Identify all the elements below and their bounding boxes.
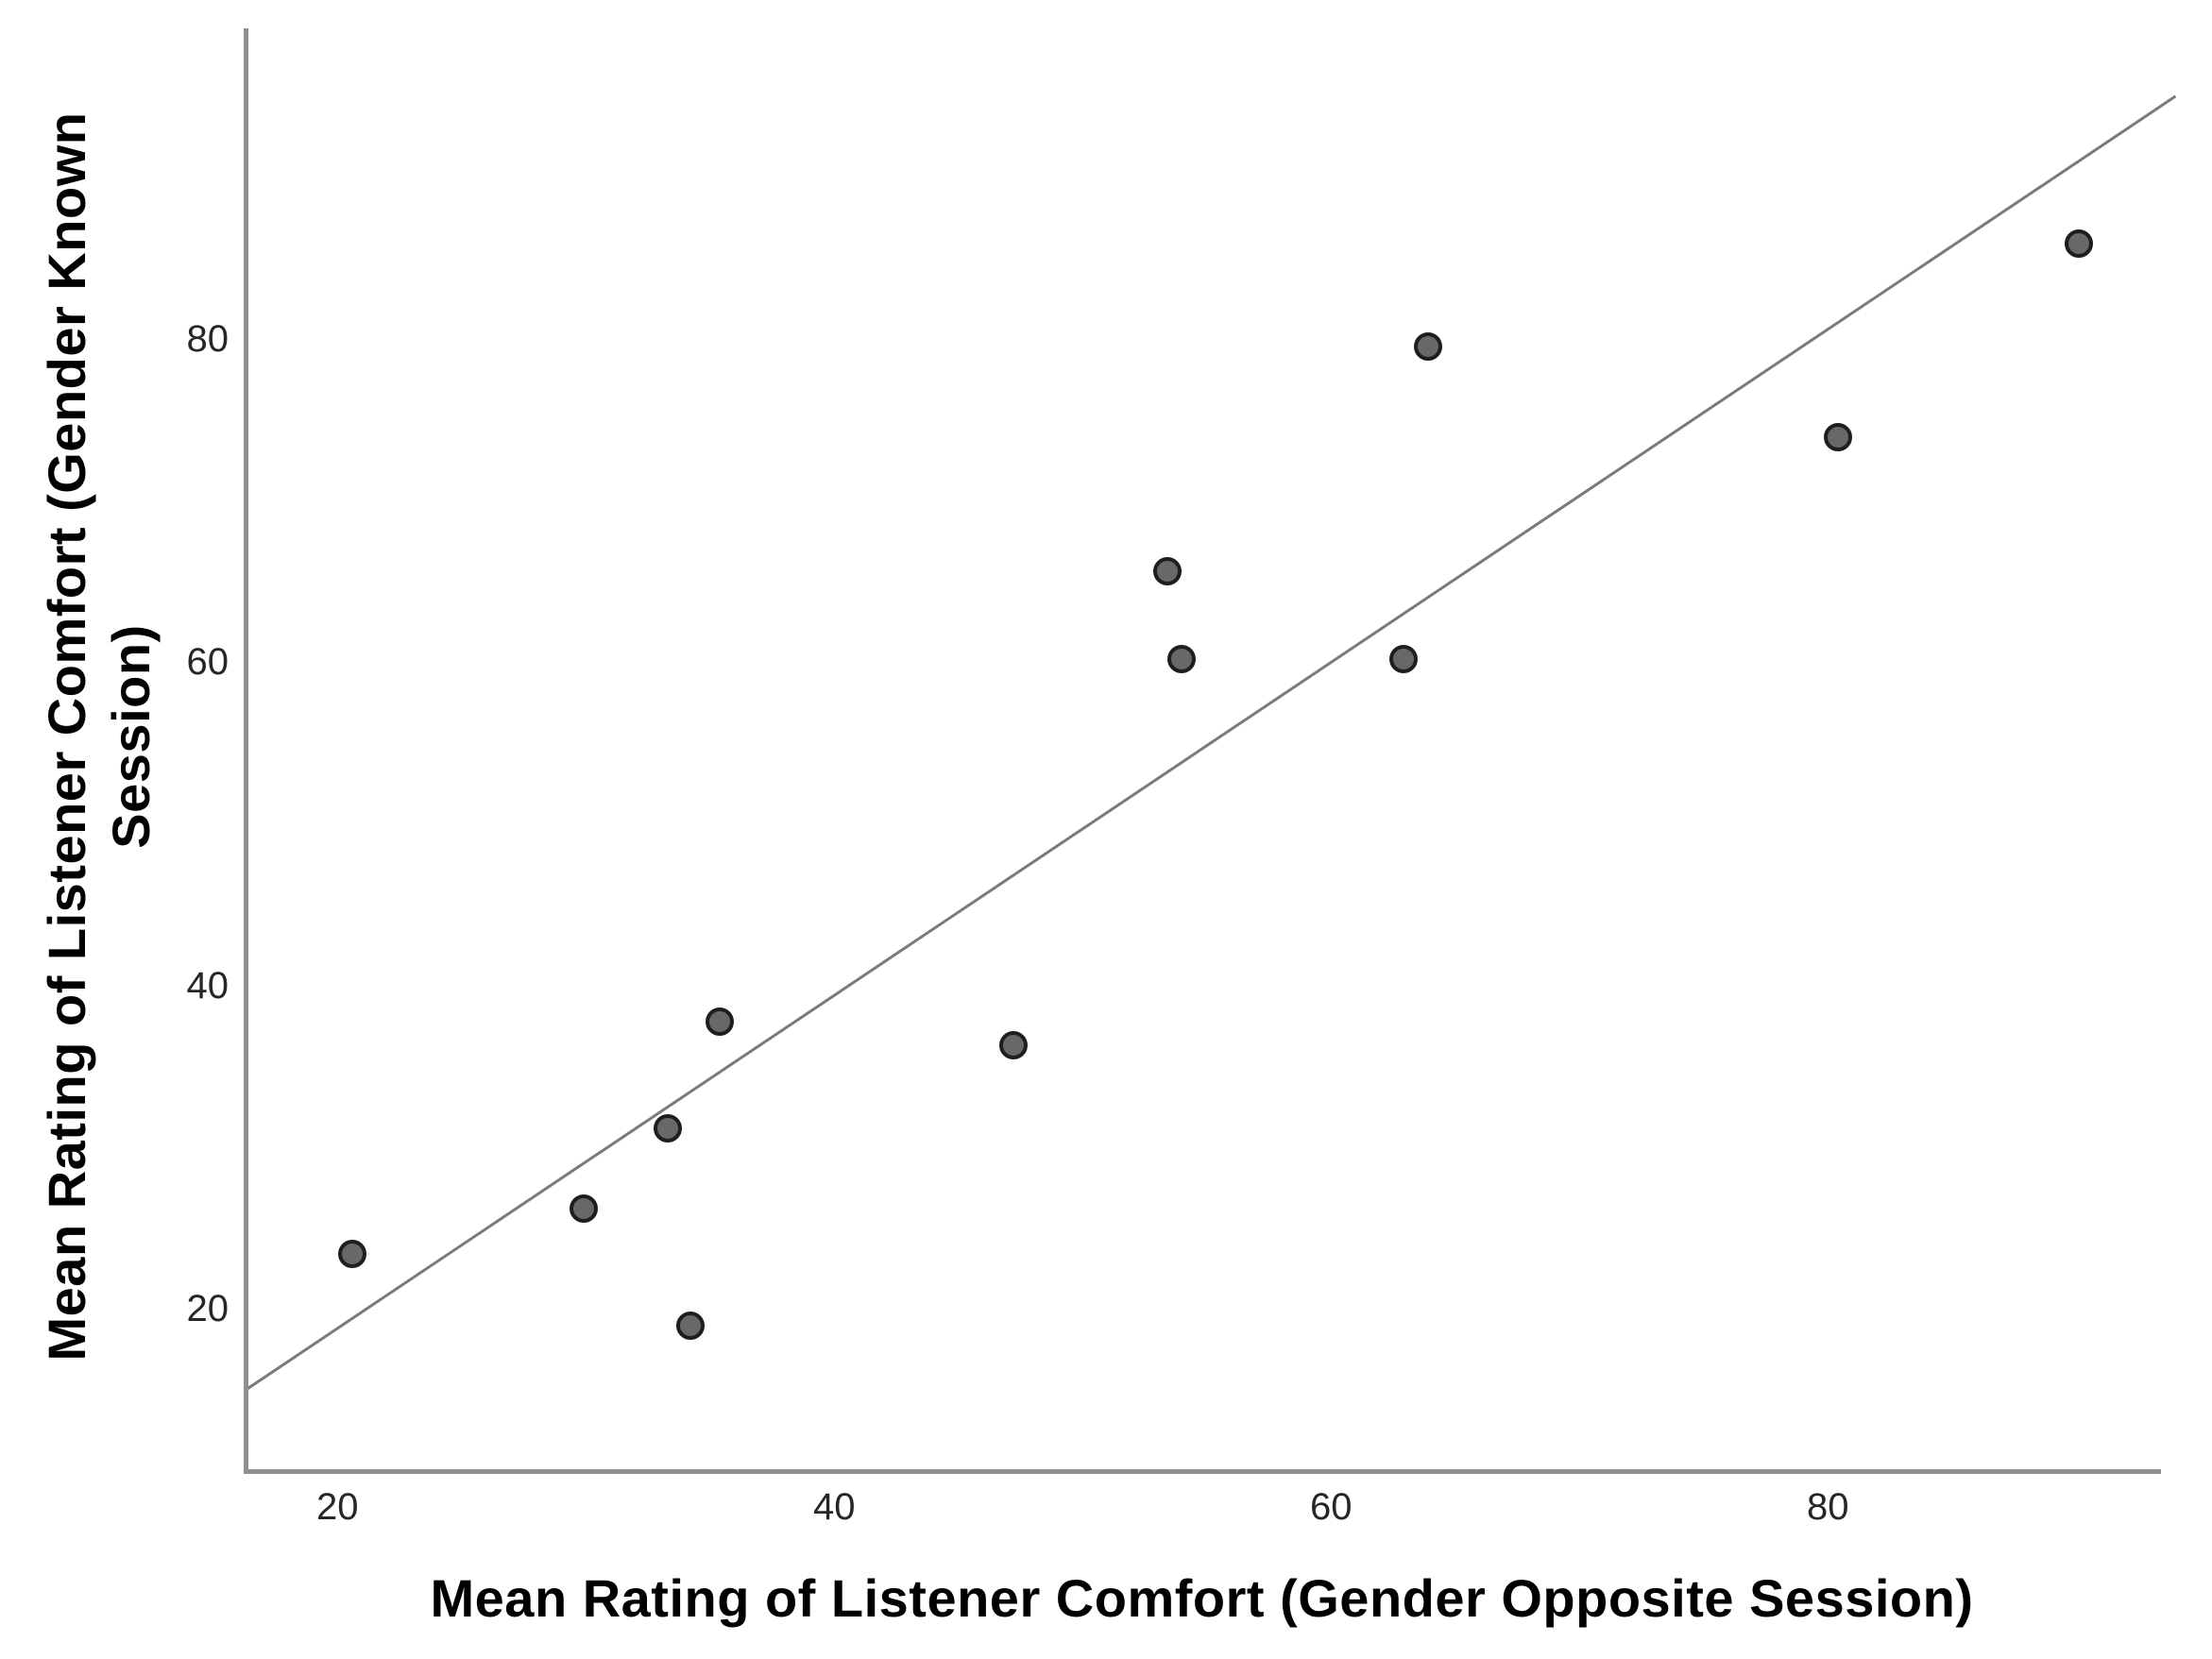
data-point — [706, 1007, 735, 1036]
y-tick-label: 80 — [186, 317, 230, 360]
data-point — [1167, 644, 1197, 673]
data-point — [338, 1240, 367, 1269]
y-axis-title: Mean Rating of Listener Comfort (Gender … — [35, 112, 163, 1362]
x-axis-line — [244, 1469, 2161, 1474]
y-tick-label: 20 — [186, 1288, 230, 1330]
fit-line — [245, 94, 2177, 1392]
data-point — [675, 1311, 705, 1340]
x-tick-label: 40 — [813, 1486, 856, 1528]
x-tick-label: 20 — [316, 1486, 359, 1528]
x-tick-label: 60 — [1310, 1486, 1353, 1528]
data-point — [654, 1113, 683, 1143]
y-axis-title-line1: Mean Rating of Listener Comfort (Gender … — [37, 111, 96, 1362]
data-point — [2064, 229, 2093, 258]
data-point — [1152, 557, 1182, 586]
y-axis-line — [244, 28, 248, 1474]
y-tick-label: 40 — [186, 964, 230, 1007]
y-tick-label: 60 — [186, 641, 230, 684]
data-point — [1413, 332, 1442, 362]
x-axis-title: Mean Rating of Listener Comfort (Gender … — [430, 1568, 1974, 1628]
data-point — [998, 1031, 1028, 1060]
y-axis-title-line2: Session) — [101, 624, 161, 849]
x-tick-label: 80 — [1806, 1486, 1849, 1528]
data-point — [569, 1194, 598, 1224]
data-point — [1388, 644, 1418, 673]
data-point — [1823, 423, 1852, 452]
